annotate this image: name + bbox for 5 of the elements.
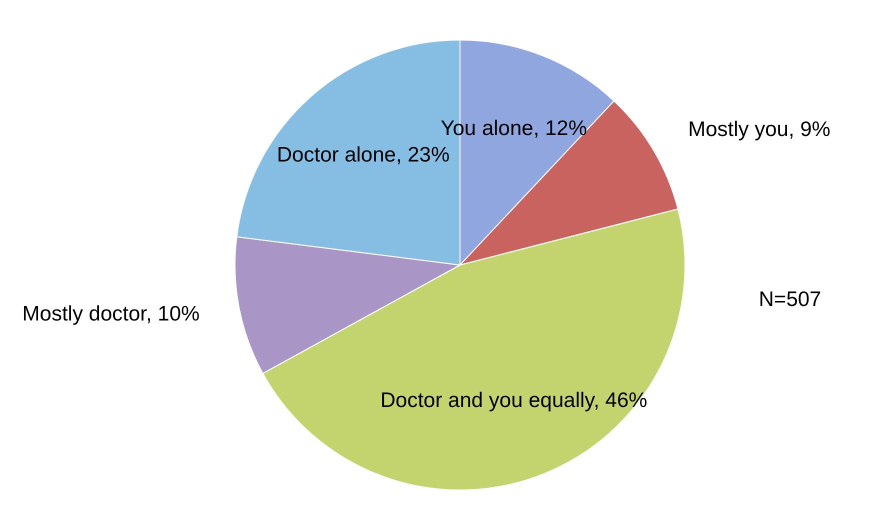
slice-label: You alone, 12% <box>440 117 588 140</box>
slice-label: Mostly you, 9% <box>688 118 830 142</box>
text: N=507 <box>758 288 822 311</box>
slice-label: Doctor alone, 23% <box>276 143 450 166</box>
slice-label: Mostly doctor, 10% <box>22 302 200 326</box>
